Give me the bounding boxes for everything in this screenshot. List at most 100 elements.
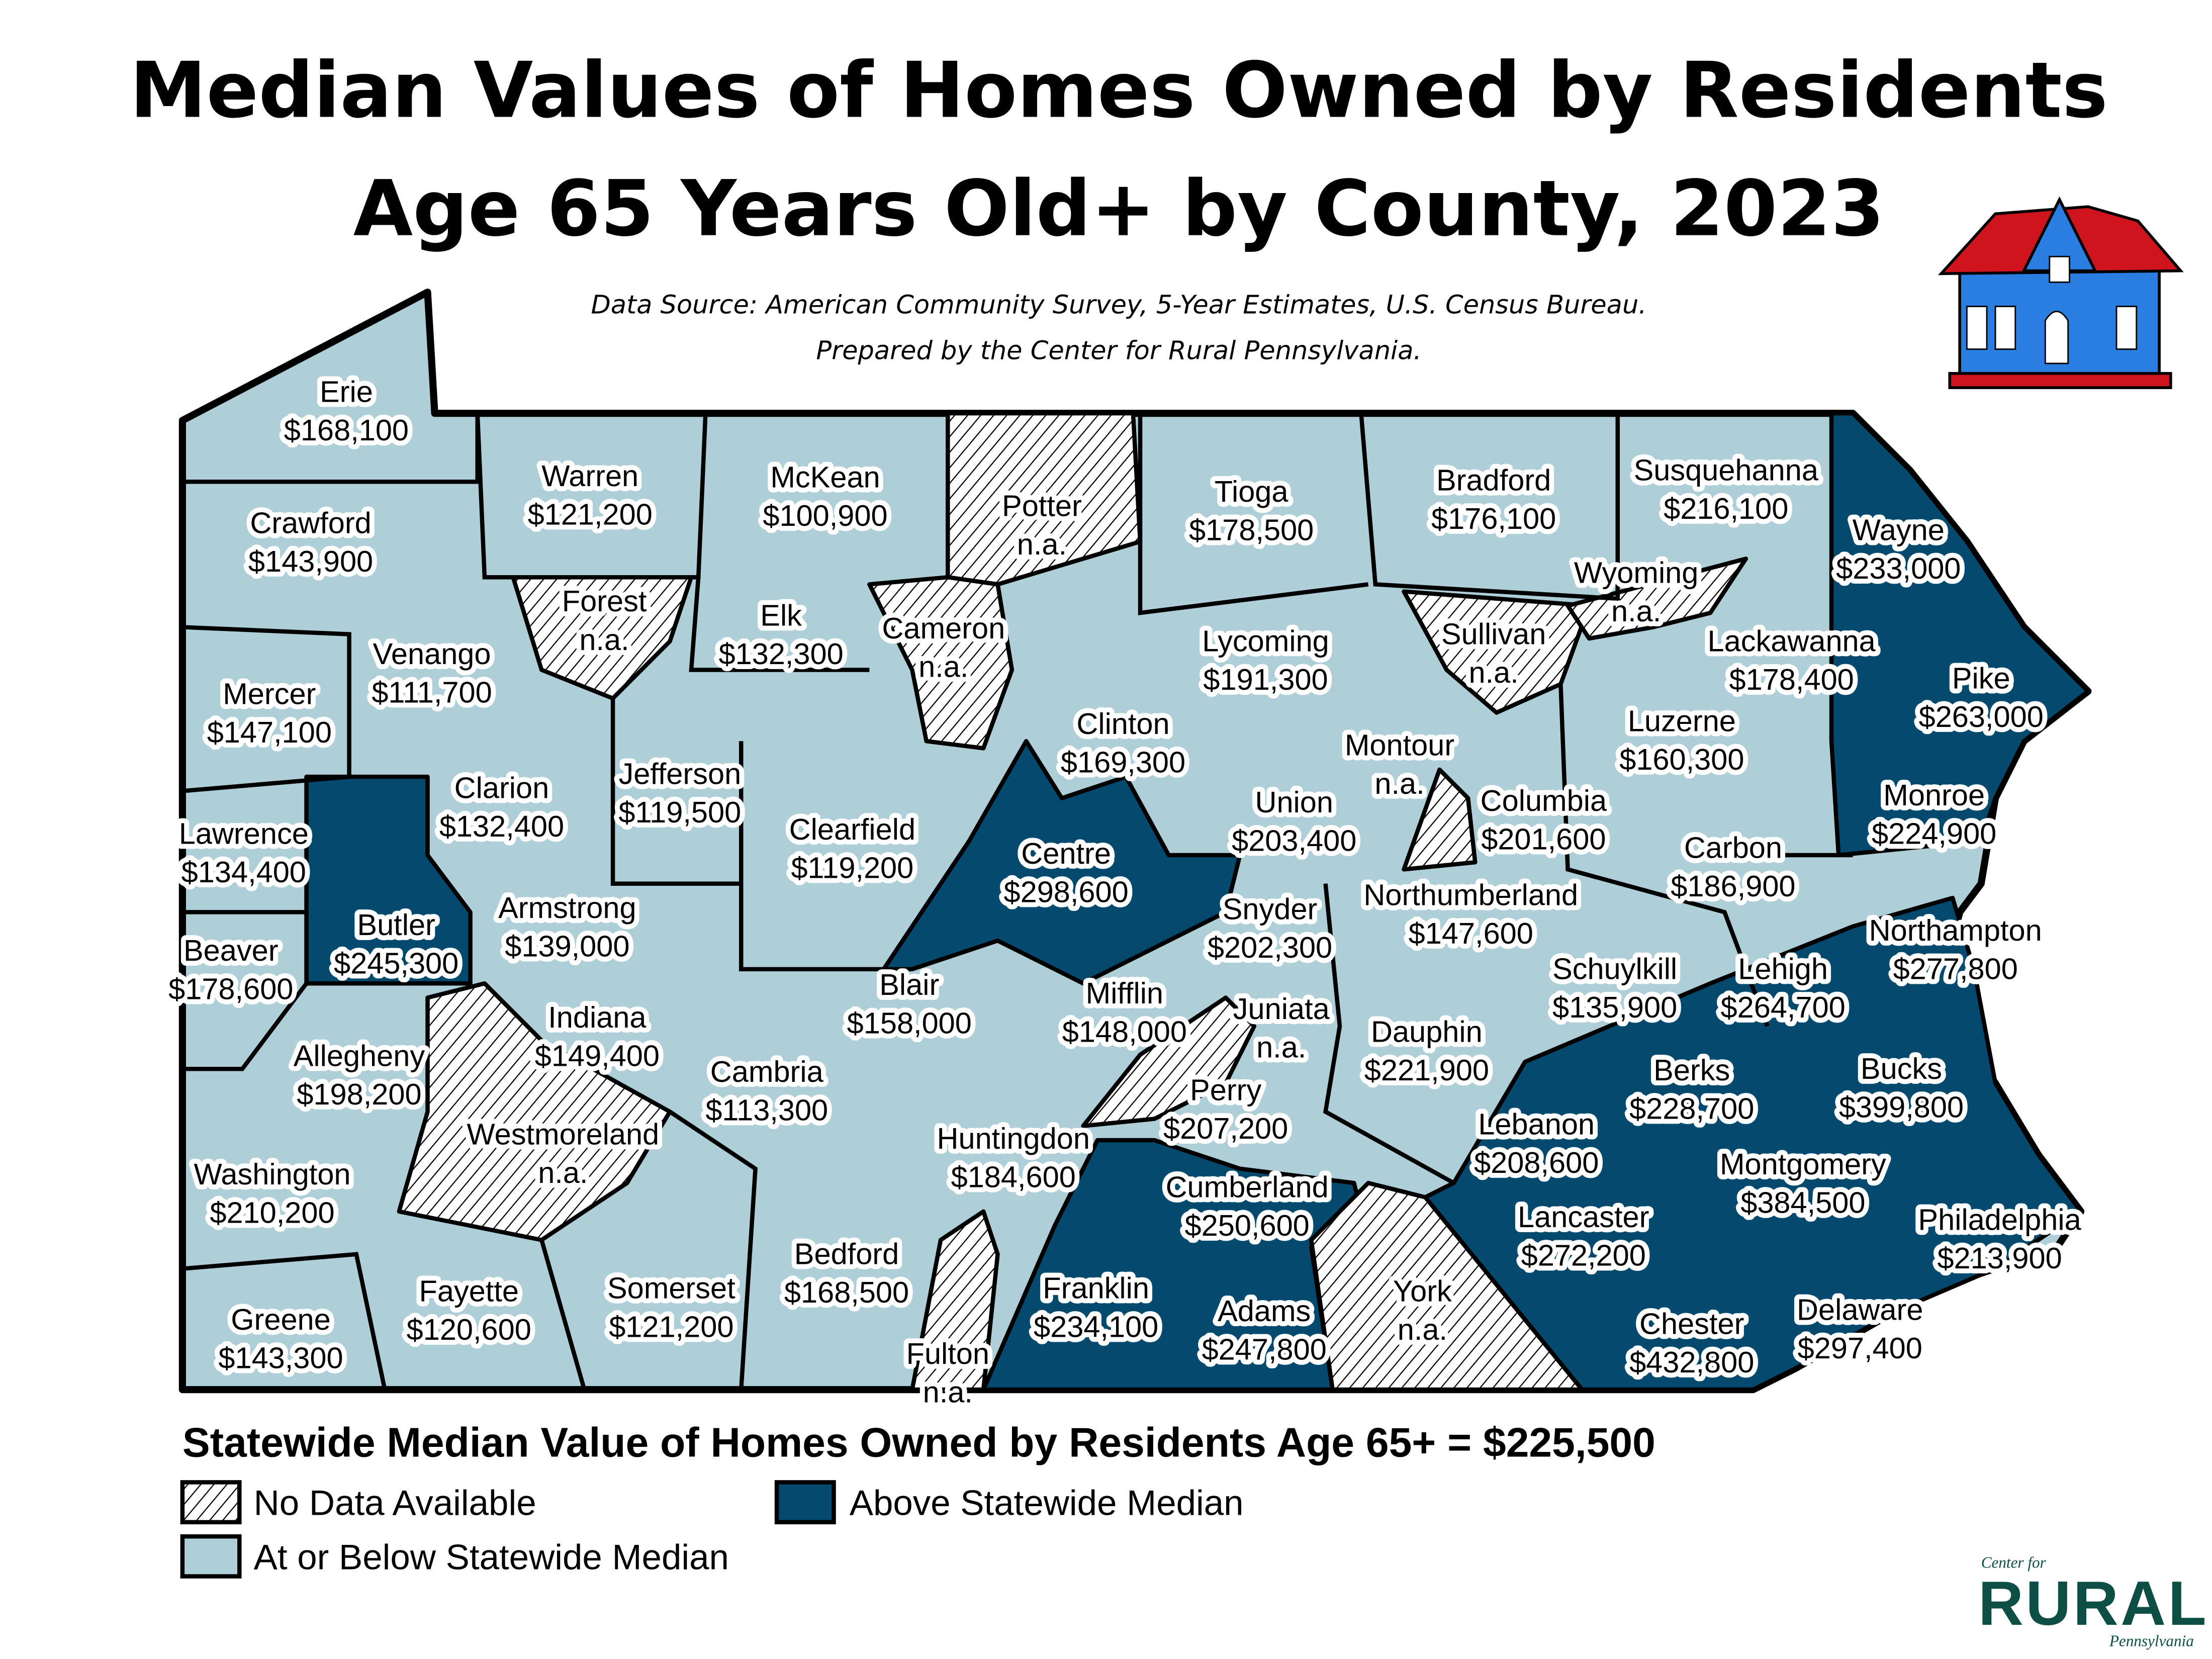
county-name-huntingdon: Huntingdon: [937, 1122, 1090, 1155]
county-name-cumberland: Cumberland: [1166, 1170, 1329, 1204]
county-name-perry: Perry: [1190, 1073, 1261, 1107]
county-value-tioga: $178,500: [1189, 513, 1314, 546]
county-name-wayne: Wayne: [1853, 513, 1945, 546]
county-value-fayette: $120,600: [407, 1313, 531, 1346]
title-line-1: Median Values of Homes Owned by Resident…: [130, 46, 2108, 135]
county-name-bedford: Bedford: [794, 1237, 899, 1271]
county-value-york: n.a.: [1398, 1313, 1447, 1346]
county-name-montour: Montour: [1345, 728, 1454, 762]
county-value-chester: $432,800: [1629, 1345, 1754, 1379]
county-name-venango: Venango: [373, 637, 491, 671]
legend-below: At or Below Statewide Median: [254, 1537, 729, 1577]
county-value-mifflin: $148,000: [1062, 1015, 1187, 1048]
county-name-crawford: Crawford: [250, 506, 371, 539]
county-value-allegheny: $198,200: [297, 1077, 421, 1111]
county-value-bedford: $168,500: [784, 1275, 909, 1309]
source-line-1: Data Source: American Community Survey, …: [591, 291, 1647, 320]
county-value-blair: $158,000: [847, 1006, 972, 1040]
legend-swatch-below: [180, 1534, 242, 1579]
county-name-lebanon: Lebanon: [1478, 1108, 1595, 1141]
county-value-lebanon: $208,600: [1474, 1146, 1599, 1179]
county-value-lehigh: $264,700: [1721, 990, 1846, 1024]
county-name-montgomery: Montgomery: [1720, 1147, 1886, 1181]
county-value-bradford: $176,100: [1431, 502, 1556, 535]
county-fulton[interactable]: [910, 1209, 1000, 1392]
county-value-susquehanna: $216,100: [1664, 492, 1788, 525]
county-value-sullivan: n.a.: [1468, 656, 1518, 689]
county-value-westmoreland: n.a.: [538, 1156, 588, 1189]
county-york[interactable]: [1309, 1180, 1585, 1392]
county-potter[interactable]: [946, 411, 1143, 587]
county-name-monroe: Monroe: [1883, 778, 1985, 812]
county-name-franklin: Franklin: [1043, 1271, 1149, 1305]
county-value-elk: $132,300: [718, 637, 843, 671]
county-name-adams: Adams: [1218, 1294, 1311, 1328]
center-for-rural-pennsylvania-logo: Center for RURAL Pennsylvania: [1978, 1554, 2206, 1650]
legend-na: No Data Available: [254, 1484, 536, 1523]
county-value-monroe: $224,900: [1872, 816, 1996, 850]
county-cameron[interactable]: [867, 575, 1015, 751]
county-name-bradford: Bradford: [1436, 463, 1551, 497]
county-value-venango: $111,700: [372, 676, 492, 709]
county-value-clearfield: $119,200: [791, 851, 913, 884]
county-value-lycoming: $191,300: [1203, 663, 1328, 696]
county-value-northampton: $277,800: [1893, 952, 2018, 986]
county-value-centre: $298,600: [1004, 875, 1129, 909]
county-wayne-pike[interactable]: [1829, 411, 2090, 858]
county-value-lackawanna: $178,400: [1729, 663, 1854, 696]
county-name-northumberland: Northumberland: [1363, 878, 1578, 911]
county-value-cameron: n.a.: [918, 650, 968, 684]
county-value-washington: $210,200: [210, 1195, 334, 1229]
county-westmoreland[interactable]: [397, 981, 672, 1242]
county-value-berks: $228,700: [1629, 1092, 1754, 1126]
county-centre[interactable]: [881, 739, 1242, 986]
county-name-philadelphia: Philadelphia: [1918, 1203, 2081, 1237]
county-wyoming[interactable]: [1565, 557, 1748, 641]
county-value-somerset: $121,200: [609, 1310, 733, 1343]
county-name-tioga: Tioga: [1215, 475, 1289, 508]
county-name-armstrong: Armstrong: [498, 891, 636, 925]
legend-swatch-na: [180, 1480, 242, 1525]
county-name-northampton: Northampton: [1869, 913, 2042, 947]
county-name-forest: Forest: [562, 584, 647, 618]
county-juniata[interactable]: [1081, 995, 1257, 1128]
county-value-butler: $245,300: [334, 946, 458, 980]
county-value-luzerne: $160,300: [1619, 743, 1744, 776]
county-labels: Erie $168,100 Crawford $143,900 Warren $121,2…: [163, 370, 2086, 1414]
county-name-somerset: Somerset: [607, 1271, 735, 1305]
county-value-perry: $207,200: [1163, 1112, 1288, 1145]
county-borders: [182, 413, 1853, 1391]
county-sullivan[interactable]: [1402, 589, 1592, 715]
county-name-dauphin: Dauphin: [1371, 1015, 1483, 1048]
county-name-potter: Potter: [1002, 489, 1082, 522]
county-name-snyder: Snyder: [1223, 892, 1318, 926]
county-value-delaware: $297,400: [1798, 1331, 1922, 1365]
county-name-wyoming: Wyoming: [1574, 556, 1699, 590]
county-value-union: $203,400: [1232, 824, 1356, 858]
county-name-susquehanna: Susquehanna: [1634, 453, 1819, 487]
county-name-union: Union: [1255, 785, 1333, 819]
no-data-regions: [397, 411, 1748, 1392]
county-value-schuylkill: $135,900: [1552, 990, 1677, 1024]
county-name-fayette: Fayette: [419, 1274, 518, 1308]
county-value-forest: n.a.: [579, 623, 629, 657]
county-name-clarion: Clarion: [454, 771, 549, 805]
legend-swatch-above: [774, 1480, 836, 1525]
county-value-bucks: $399,800: [1839, 1090, 1964, 1124]
county-value-wayne: $233,000: [1836, 551, 1961, 585]
county-value-cumberland: $250,600: [1185, 1209, 1310, 1242]
county-montour[interactable]: [1402, 767, 1478, 872]
county-southeast-block[interactable]: [1423, 895, 2083, 1392]
county-name-columbia: Columbia: [1481, 784, 1607, 817]
county-name-mckean: McKean: [770, 460, 880, 494]
county-value-indiana: $149,400: [535, 1039, 660, 1073]
county-name-juniata: Juniata: [1233, 992, 1330, 1026]
county-name-cameron: Cameron: [882, 611, 1005, 645]
county-value-crawford: $143,900: [248, 544, 373, 578]
county-name-greene: Greene: [231, 1303, 331, 1336]
legend-above: Above Statewide Median: [850, 1484, 1244, 1523]
statewide-median-text: Statewide Median Value of Homes Owned by…: [182, 1420, 1655, 1465]
county-value-jefferson: $119,500: [618, 795, 741, 829]
county-name-luzerne: Luzerne: [1628, 704, 1736, 738]
